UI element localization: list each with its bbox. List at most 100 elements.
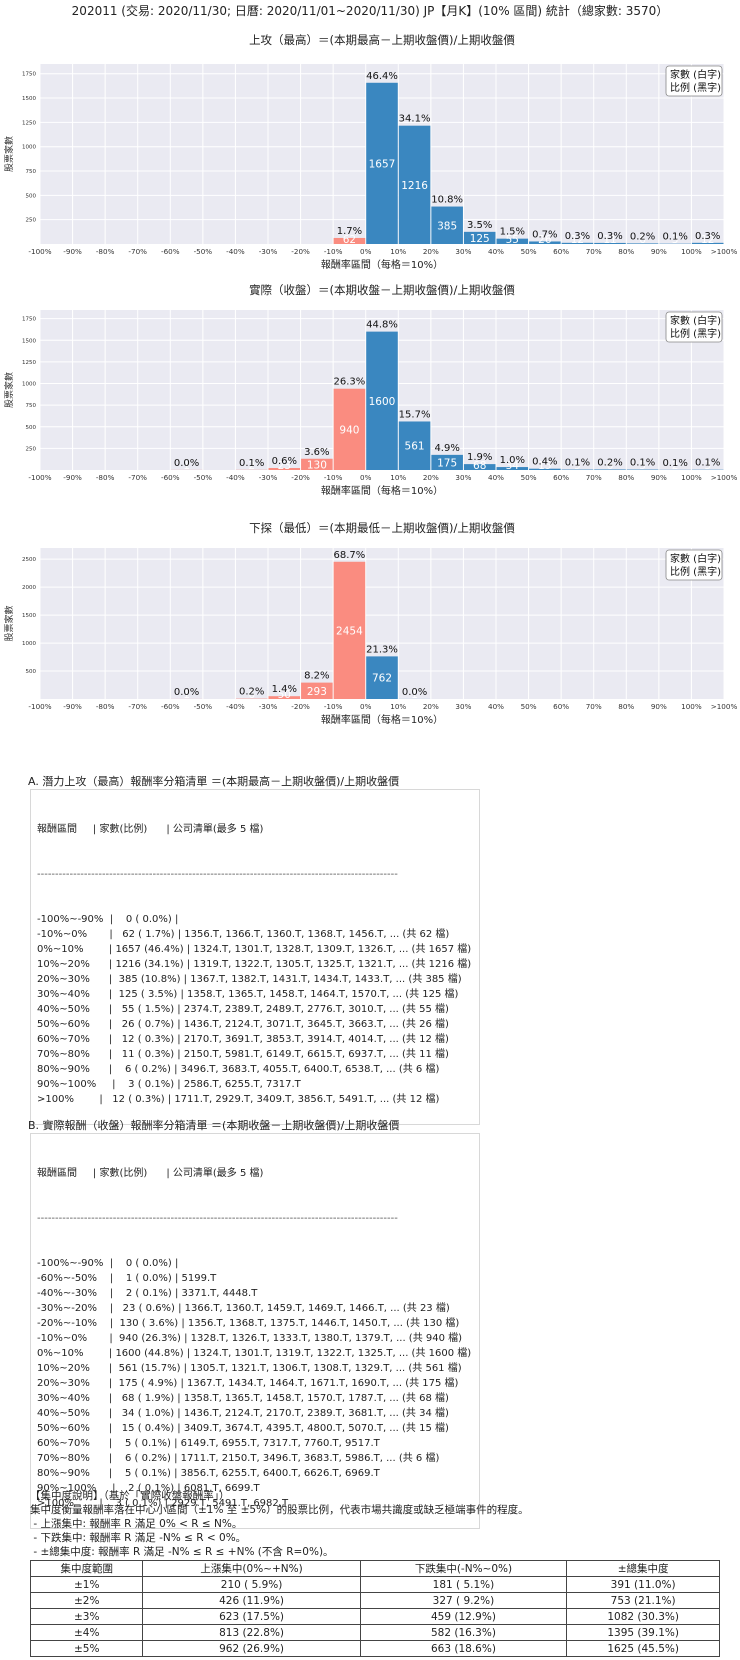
count-label: 6 [639,234,646,246]
pct-label: 68.7% [334,550,366,561]
bar [463,464,496,470]
count-label: 1 [183,689,190,701]
bar [496,238,529,244]
concentration-header: 集中度範圍 [29,1560,144,1577]
x-tick-label: 30% [455,702,471,711]
x-tick-label: -90% [63,473,82,482]
table-row: 30%~40% | 125 ( 3.5%) | 1358.T, 1365.T, … [37,989,459,1000]
x-tick-label: -80% [96,247,115,256]
x-tick-label: 0% [360,473,372,482]
count-label: 5 [574,460,581,472]
x-tick-label: -50% [194,473,213,482]
table-cell: ±4% [29,1624,144,1641]
concentration-bullet: - 下跌集中: 報酬率 R 滿足 -N% ≤ R < 0%。 [30,1532,247,1544]
x-tick-label: >100% [711,473,738,482]
table-cell: 181 ( 5.1%) [359,1576,568,1593]
x-tick-label: -20% [291,473,310,482]
concentration-title: 【集中度說明】（基於「實際收盤報酬率」） [30,1490,230,1502]
pct-label: 44.8% [366,320,398,331]
legend-entry: 家數 (白字) [670,314,721,327]
table-cell: 327 ( 9.2%) [359,1592,568,1609]
y-tick-label: 1500 [22,96,36,102]
pct-label: 0.1% [695,458,720,469]
count-label: 2454 [336,625,363,637]
y-axis-label: 股票家數 [3,605,15,641]
pct-label: 0.2% [239,687,264,698]
bar [398,125,431,244]
x-tick-label: -10% [324,473,343,482]
chart-title: 上攻（最高）＝(本期最高－上期收盤價)/上期收盤價 [249,33,515,47]
x-tick-label: -40% [226,473,245,482]
table-cell: 753 (21.1%) [566,1592,720,1609]
x-tick-label: -80% [96,473,115,482]
pct-label: 0.3% [597,231,622,242]
y-tick-label: 500 [26,425,37,431]
count-label: 1 [183,460,190,472]
bar [366,331,398,470]
y-tick-label: 2500 [22,557,36,563]
legend-box [665,65,723,97]
pct-label: 0.0% [402,687,427,698]
table-cell: ±3% [29,1608,144,1625]
table-cell: 663 (18.6%) [359,1640,568,1657]
table-row: -60%~-50% | 1 ( 0.0%) | 5199.T [37,1273,217,1284]
concentration-bullet: - ±總集中度: 報酬率 R 滿足 -N% ≤ R ≤ +N% (不含 R=0%… [30,1546,334,1558]
pct-label: 0.4% [532,457,557,468]
pct-label: 0.1% [239,458,264,469]
y-tick-label: 2000 [22,585,36,591]
table-row: 60%~70% | 12 ( 0.3%) | 2170.T, 3691.T, 3… [37,1034,449,1045]
y-tick-label: 1000 [22,145,36,151]
pct-label: 8.2% [304,671,329,682]
pct-label: 1.5% [500,227,525,238]
section-a-header: 報酬區間 | 家數(比例) | 公司清單(最多 5 檔) [37,824,264,835]
pct-label: 1.7% [337,226,362,237]
pct-label: 1.4% [272,684,297,695]
count-label: 23 [278,460,291,472]
pct-label: 46.4% [366,71,398,82]
pct-label: 10.8% [431,195,463,206]
y-tick-label: 1750 [22,317,36,323]
bar [301,458,333,470]
bar [431,454,463,470]
table-row: -30%~-20% | 23 ( 0.6%) | 1366.T, 1360.T,… [37,1303,450,1314]
chart-low: 下探（最低）＝(本期最低－上期收盤價)/上期收盤價 500 1000 1500 2000… [3,522,737,726]
table-cell: ±1% [29,1576,144,1593]
x-tick-label: 100% [681,473,702,482]
table-cell: 426 (11.9%) [142,1592,361,1609]
count-label: 130 [307,459,327,471]
table-cell: ±2% [29,1592,144,1609]
pct-label: 0.3% [565,231,590,242]
x-tick-label: -70% [128,247,147,256]
table-row: 50%~60% | 26 ( 0.7%) | 1436.T, 2124.T, 3… [37,1019,449,1030]
table-row: -20%~-10% | 130 ( 3.6%) | 1356.T, 1368.T… [37,1318,460,1329]
x-tick-label: 20% [423,247,439,256]
x-tick-label: 40% [488,247,504,256]
section-b-separator: ----------------------------------------… [37,1213,398,1224]
table-cell: 1625 (45.5%) [566,1640,720,1657]
x-tick-label: 40% [488,473,504,482]
x-tick-label: 50% [521,247,537,256]
count-label: 940 [339,424,359,436]
table-cell: 391 (11.0%) [566,1576,720,1593]
concentration-header: ±總集中度 [566,1560,720,1577]
table-row: ±5% 962 (26.9%) 663 (18.6%) 1625 (45.5%) [29,1640,720,1657]
legend-entry: 比例 (黑字) [670,81,721,94]
table-cell: 1082 (30.3%) [566,1608,720,1625]
table-row: >100% | 12 ( 0.3%) | 1711.T, 2929.T, 340… [37,1094,440,1105]
table-row: 80%~90% | 6 ( 0.2%) | 3496.T, 3683.T, 40… [37,1064,440,1075]
table-cell: 582 (16.3%) [359,1624,568,1641]
pct-label: 1.9% [467,452,492,463]
y-tick-label: 1250 [22,120,36,126]
section-b-table: 報酬區間 | 家數(比例) | 公司清單(最多 5 檔) -----------… [30,1133,480,1529]
x-tick-label: 80% [618,247,634,256]
table-row: 40%~50% | 34 ( 1.0%) | 1436.T, 2124.T, 2… [37,1408,449,1419]
concentration-header: 下跌集中(-N%~0%) [359,1560,568,1577]
section-a-table: 報酬區間 | 家數(比例) | 公司清單(最多 5 檔) -----------… [30,789,480,1125]
table-row: 70%~80% | 11 ( 0.3%) | 2150.T, 5981.T, 6… [37,1049,449,1060]
x-axis-label: 報酬率區間（每格＝10%） [321,484,443,497]
count-label: 2 [248,460,255,472]
x-tick-label: 10% [390,473,406,482]
bar [333,388,366,470]
bar [333,237,366,244]
y-tick-label: 750 [26,169,37,175]
